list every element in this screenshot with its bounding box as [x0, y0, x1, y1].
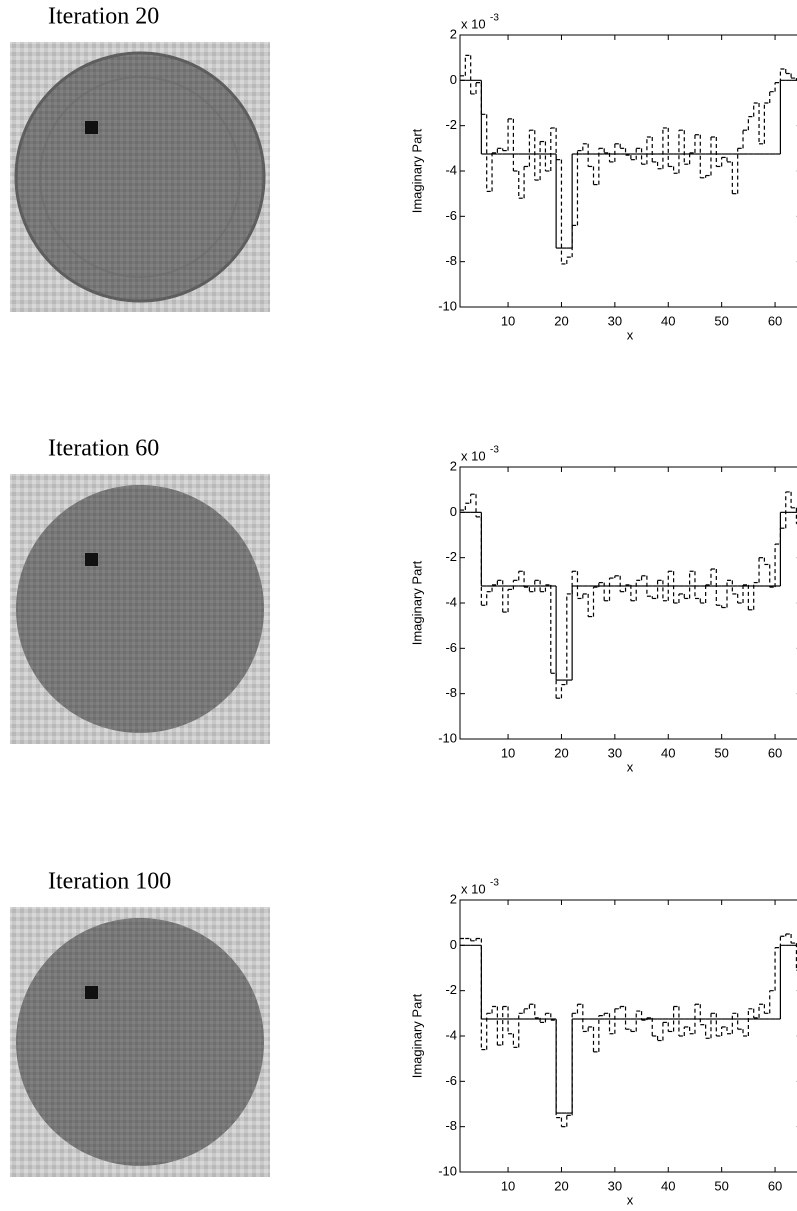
- y-tick-label: -10: [438, 1163, 457, 1178]
- y-tick-label: -8: [445, 253, 457, 268]
- x-tick-label: 60: [768, 313, 782, 328]
- plot-area: [460, 933, 797, 1128]
- y-tick-label: 0: [450, 72, 457, 87]
- panel: Iteration 100 -10 -8 -6 -4 -2 0 2 10 20 30 40 50 60 x I…: [10, 869, 797, 1207]
- panel: Iteration 20 -10 -8 -6 -4 -2 0 2 10 20 30 40 50 60 x Im…: [10, 4, 797, 342]
- y-tick-label: -4: [445, 162, 457, 177]
- y-tick-label: 0: [450, 937, 457, 952]
- y-tick-label: -6: [445, 640, 457, 655]
- x-tick-label: 50: [714, 313, 728, 328]
- image-inclusion: [85, 553, 98, 566]
- y-tick-label: 2: [450, 891, 457, 906]
- x-tick-label: 50: [714, 1178, 728, 1193]
- image-inclusion: [85, 121, 98, 134]
- y-axis-label: Imaginary Part: [409, 128, 424, 213]
- y-tick-label: -10: [438, 298, 457, 313]
- x-tick-label: 20: [554, 1178, 568, 1193]
- panel: Iteration 60 -10 -8 -6 -4 -2 0 2 10 20 30 40 50 60 x Im…: [10, 436, 797, 774]
- x-tick-label: 40: [661, 1178, 675, 1193]
- reconstruction-image: [10, 474, 270, 744]
- image-disk: [14, 51, 266, 303]
- x-tick-label: 10: [501, 745, 515, 760]
- reconstruction-image: [10, 42, 270, 312]
- y-tick-label: -2: [445, 549, 457, 564]
- plot-box: [459, 34, 797, 308]
- x-tick-label: 50: [714, 745, 728, 760]
- reconstruction-image: [10, 907, 270, 1177]
- y-tick-label: -4: [445, 594, 457, 609]
- image-ring: [39, 76, 241, 278]
- y-tick-label: 0: [450, 504, 457, 519]
- y-tick-label: -2: [445, 982, 457, 997]
- y-multiplier: x 10: [461, 16, 486, 31]
- panel-title: Iteration 100: [48, 869, 171, 895]
- y-tick-label: -10: [438, 730, 457, 745]
- y-multiplier: x 10: [461, 448, 486, 463]
- y-multiplier-exponent: -3: [490, 445, 499, 456]
- x-tick-label: 30: [608, 313, 622, 328]
- y-multiplier-exponent: -3: [490, 878, 499, 889]
- x-tick-label: 20: [554, 745, 568, 760]
- y-tick-label: -8: [445, 1118, 457, 1133]
- x-axis-label: x: [627, 759, 634, 774]
- y-tick-label: -4: [445, 1027, 457, 1042]
- x-axis-label: x: [627, 327, 634, 342]
- y-axis-label: Imaginary Part: [409, 560, 424, 645]
- image-inclusion: [85, 986, 98, 999]
- y-tick-label: 2: [450, 26, 457, 41]
- y-tick-label: -2: [445, 117, 457, 132]
- y-multiplier-exponent: -3: [490, 13, 499, 24]
- y-tick-label: -8: [445, 685, 457, 700]
- y-tick-label: -6: [445, 208, 457, 223]
- x-tick-label: 30: [608, 1178, 622, 1193]
- x-tick-label: 10: [501, 1178, 515, 1193]
- plot-area: [460, 54, 797, 265]
- x-axis-label: x: [627, 1192, 634, 1207]
- x-tick-label: 40: [661, 313, 675, 328]
- y-tick-label: 2: [450, 458, 457, 473]
- y-tick-label: -6: [445, 1073, 457, 1088]
- y-axis-label: Imaginary Part: [409, 993, 424, 1078]
- x-tick-label: 60: [768, 745, 782, 760]
- panel-title: Iteration 60: [48, 436, 159, 462]
- image-disk: [16, 918, 264, 1166]
- x-tick-label: 30: [608, 745, 622, 760]
- panel-title: Iteration 20: [48, 4, 159, 30]
- x-tick-label: 60: [768, 1178, 782, 1193]
- plot-area: [460, 491, 797, 699]
- x-tick-label: 10: [501, 313, 515, 328]
- plot-box: [459, 466, 797, 740]
- x-tick-label: 20: [554, 313, 568, 328]
- y-multiplier: x 10: [461, 881, 486, 896]
- x-tick-label: 40: [661, 745, 675, 760]
- image-disk: [16, 485, 264, 733]
